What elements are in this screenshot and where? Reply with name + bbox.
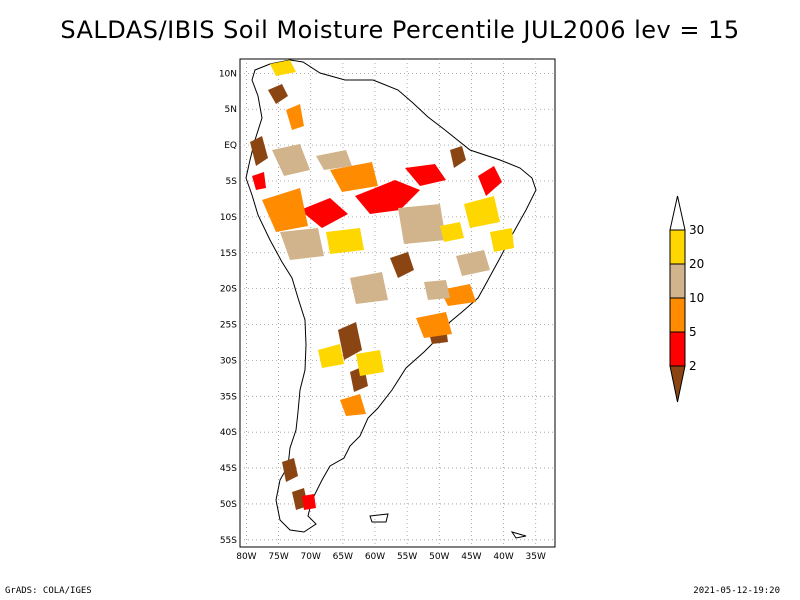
latitude-tick-label: 15S — [220, 249, 237, 259]
latitude-tick-label: 10N — [219, 69, 237, 79]
latitude-tick-label: 35S — [220, 392, 237, 402]
longitude-tick-label: 80W — [236, 552, 256, 562]
map-title: SALDAS/IBIS Soil Moisture Percentile JUL… — [60, 16, 740, 44]
footer-credit: GrADS: COLA/IGES — [5, 586, 92, 596]
longitude-tick-label: 70W — [301, 552, 321, 562]
longitude-tick-label: 45W — [461, 552, 481, 562]
colorbar-label: 20 — [689, 257, 704, 271]
colorbar-bottom-arrow — [669, 365, 686, 403]
colorbar: 2 5 10 20 30 — [669, 195, 704, 403]
latitude-tick-label: EQ — [224, 141, 237, 151]
latitude-tick-label: 45S — [220, 464, 237, 474]
longitude-tick-label: 50W — [429, 552, 449, 562]
longitude-tick-label: 60W — [365, 552, 385, 562]
latitude-labels: 10N 5N EQ 5S 10S 15S 20S 25S 30S 35S 40S 45S 50S 55S — [219, 69, 237, 545]
latitude-tick-label: 20S — [220, 285, 237, 295]
latitude-tick-label: 5S — [226, 177, 238, 187]
colorbar-label: 5 — [689, 325, 697, 339]
colorbar-label: 30 — [689, 223, 704, 237]
colorbar-segment — [669, 229, 686, 265]
colorbar-segment — [669, 331, 686, 367]
continent-outline — [245, 59, 537, 533]
colorbar-segment — [669, 297, 686, 333]
south-georgia — [510, 531, 527, 539]
class-red-patches — [252, 164, 502, 510]
class-orange-patches — [262, 104, 476, 416]
latitude-tick-label: 30S — [220, 356, 237, 366]
latitude-tick-label: 10S — [220, 213, 237, 223]
longitude-labels: 80W 75W 70W 65W 60W 55W 50W 45W 40W 35W — [236, 552, 546, 562]
latitude-tick-label: 50S — [220, 500, 237, 510]
colorbar-label: 10 — [689, 291, 704, 305]
percentile-field — [245, 59, 537, 539]
colorbar-top-arrow — [669, 195, 686, 231]
latitude-tick-label: 5N — [225, 105, 237, 115]
longitude-tick-label: 35W — [526, 552, 546, 562]
colorbar-segment — [669, 263, 686, 299]
class-tan-patches — [272, 144, 490, 304]
latitude-tick-label: 40S — [220, 428, 237, 438]
longitude-tick-label: 55W — [397, 552, 417, 562]
colorbar-label: 2 — [689, 359, 697, 373]
longitude-tick-label: 65W — [333, 552, 353, 562]
class-yellow-patches — [270, 60, 514, 376]
latitude-tick-label: 25S — [220, 321, 237, 331]
longitude-tick-label: 75W — [268, 552, 288, 562]
longitude-tick-label: 40W — [493, 552, 513, 562]
footer-timestamp: 2021-05-12-19:20 — [693, 586, 780, 596]
falkland-islands — [369, 513, 389, 523]
latitude-tick-label: 55S — [220, 536, 237, 546]
